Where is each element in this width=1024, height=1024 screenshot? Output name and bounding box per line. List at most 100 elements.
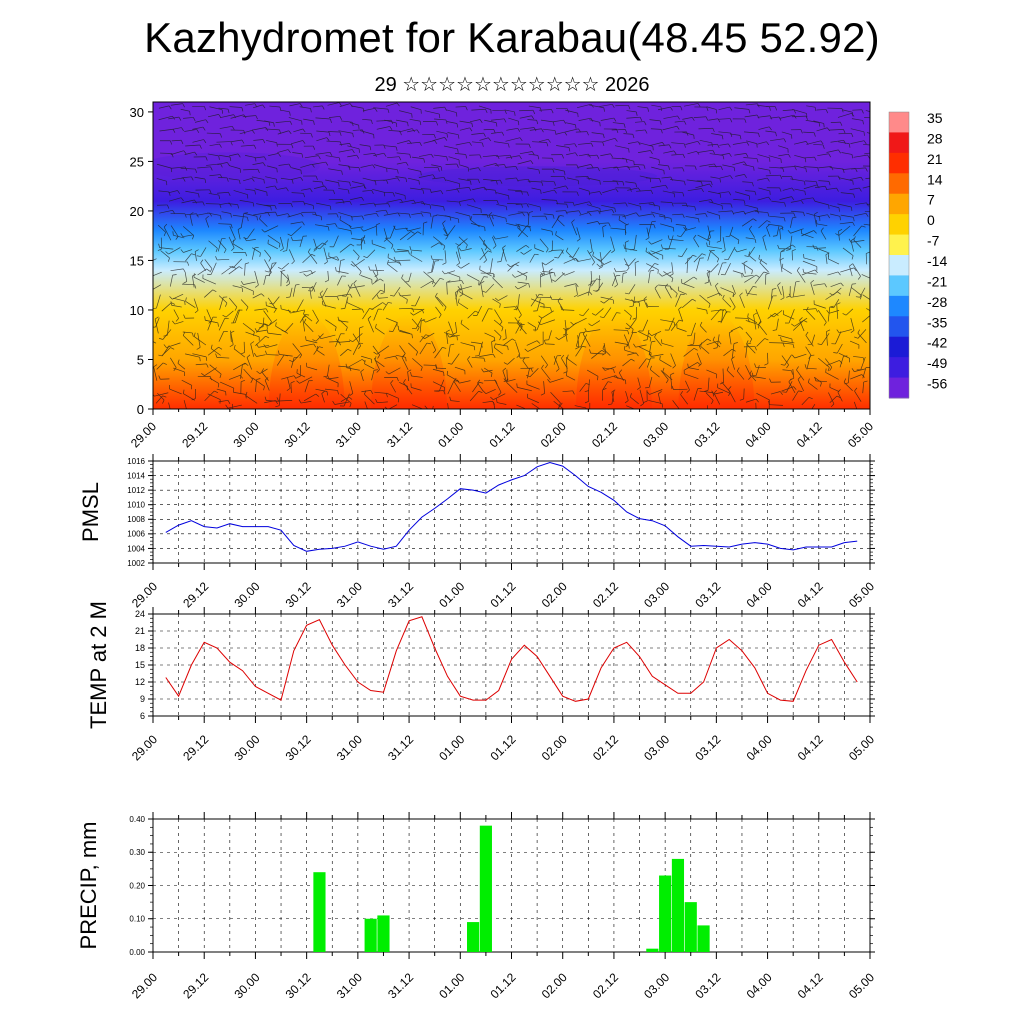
wind-barb-flag [528,283,530,288]
wind-barb [660,319,675,323]
wind-barb [218,399,229,403]
wind-barb [469,119,481,123]
wind-barb [658,144,670,147]
wind-barb [384,119,397,124]
wind-barb-flag [685,202,688,207]
wind-barb-flag [296,376,301,378]
wind-barb [432,258,444,261]
wind-barb [163,226,172,241]
wind-barb [446,179,460,184]
wind-barb [825,254,828,264]
wind-barb-flag [223,249,227,254]
wind-barb-flag [360,369,365,373]
wind-barb-flag [339,116,343,120]
wind-barb-flag [263,344,267,348]
y-tick-label: 0.20 [129,881,145,890]
wind-barb [664,286,672,299]
wind-barb [494,309,503,322]
wind-barb-flag [352,149,355,154]
wind-barb-flag [218,114,222,118]
wind-barb [338,320,349,323]
wind-barb-flag [851,368,855,372]
wind-barb-flag [280,248,284,252]
wind-barb [541,368,551,380]
wind-barb [407,129,418,133]
wind-barb [651,104,661,108]
wind-barb-flag [319,290,324,294]
wind-barb [447,132,459,136]
wind-barb-flag [330,118,332,123]
wind-barb [312,213,322,217]
wind-barb [574,405,587,409]
wind-barb [735,174,745,177]
wind-barb [397,140,410,145]
wind-barb [587,250,595,263]
wind-barb-flag [494,297,499,301]
wind-barb-flag [787,229,791,234]
wind-barb [204,390,215,402]
wind-barb [387,257,401,265]
wind-barb-flag [555,336,559,340]
wind-barb-flag [529,227,531,232]
wind-barb-flag [212,289,217,292]
wind-barb [353,258,365,267]
wind-barb [602,381,609,390]
wind-barb [599,103,613,107]
wind-barb [192,276,195,288]
wind-barb [746,343,756,354]
y-tick-label: 12 [135,677,145,687]
wind-barb-flag [722,294,725,299]
wind-barb-flag [357,256,360,261]
wind-barb [302,254,312,263]
wind-barb [627,187,639,191]
wind-barb-flag [596,278,601,281]
wind-barb [563,143,575,146]
wind-barb [706,106,717,110]
wind-barb [710,263,719,273]
colorbar-swatch [889,173,909,195]
wind-barb [470,219,480,228]
wind-barb [779,251,782,261]
wind-barb-flag [547,379,551,383]
wind-barb [207,393,221,400]
wind-barb-flag [315,320,319,324]
wind-barb-flag [559,215,564,217]
wind-barb [418,174,433,178]
wind-barb-flag [440,190,444,195]
wind-barb [671,153,684,156]
wind-barb-flag [793,386,797,390]
wind-barb-flag [589,201,592,206]
wind-barb-flag [584,401,589,404]
wind-barb [613,376,626,381]
wind-barb-flag [631,329,634,334]
wind-barb-flag [710,199,714,204]
wind-barb [610,227,626,230]
y-tick-label: 5 [137,352,144,367]
wind-barb-flag [232,238,236,243]
wind-barb-flag [309,286,314,289]
wind-barb-flag [745,289,747,294]
wind-barb-flag [542,411,543,415]
wind-barb-flag [265,350,268,355]
wind-barb-flag [563,176,566,181]
wind-barb [794,188,805,192]
wind-barb-flag [813,132,816,137]
wind-barb-flag [643,296,647,300]
wind-barb-flag [820,140,824,145]
wind-barb [670,319,680,331]
wind-barb [582,333,591,347]
wind-barb [564,320,567,334]
wind-barb [649,119,661,122]
wind-barb [411,201,423,205]
wind-barb [316,130,330,133]
colorbar-label: 7 [927,192,935,208]
wind-barb-flag [305,336,307,341]
wind-barb [828,129,844,131]
wind-barb [803,272,817,275]
wind-barb-flag [803,416,807,417]
wind-barb [685,140,698,145]
wind-barb [566,251,576,261]
wind-barb [801,269,816,276]
wind-barbs [153,102,870,417]
wind-barb [817,153,829,157]
